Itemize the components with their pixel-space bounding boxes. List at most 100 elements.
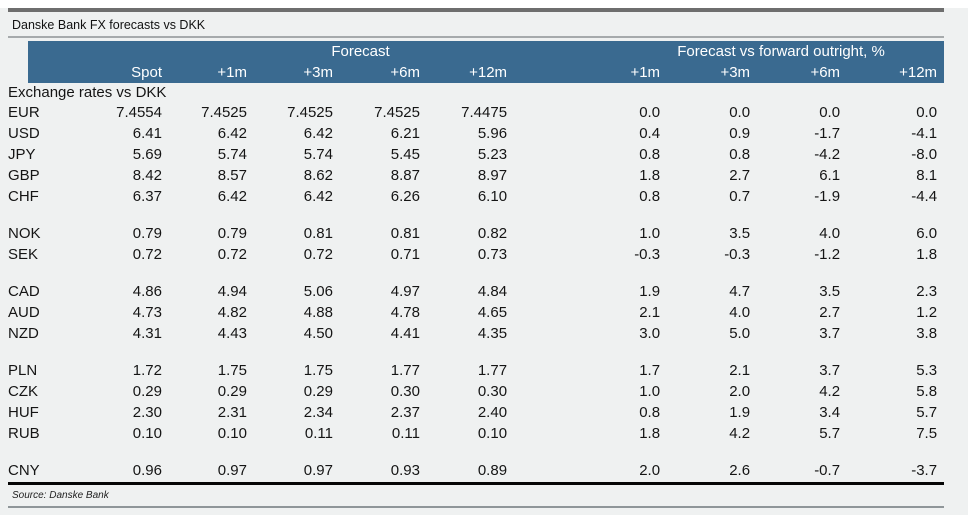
value-cell: 3.8 — [916, 325, 938, 342]
value-cell: 6.41 — [132, 125, 162, 142]
currency-cell: RUB — [8, 425, 40, 442]
value-cell: 6.26 — [390, 188, 420, 205]
value-cell: 2.37 — [390, 404, 420, 421]
value-cell: 0.30 — [390, 383, 420, 400]
value-cell: 4.97 — [390, 283, 420, 300]
value-cell: 4.2 — [729, 425, 751, 442]
value-cell: 8.62 — [303, 167, 333, 184]
value-cell: 0.0 — [729, 104, 751, 121]
column-header-spot: Spot — [80, 62, 162, 83]
value-cell: 0.10 — [132, 425, 162, 442]
value-cell: 0.79 — [132, 225, 162, 242]
top-accent-bar — [8, 8, 944, 12]
value-cell: 0.72 — [303, 246, 333, 263]
value-cell: 0.73 — [477, 246, 508, 263]
value-cell: 8.97 — [477, 167, 508, 184]
value-cell: 1.0 — [639, 225, 661, 242]
fx-forecast-table: Forecast Forecast vs forward outright, %… — [8, 41, 945, 481]
value-cell: 3.0 — [639, 325, 661, 342]
value-cell: 2.7 — [729, 167, 751, 184]
value-cell: 0.10 — [217, 425, 247, 442]
separator-row — [8, 265, 944, 281]
separator-row — [8, 444, 944, 460]
group-header-forecast-vs-forward: Forecast vs forward outright, % — [507, 41, 945, 62]
value-cell: 0.8 — [639, 188, 661, 205]
value-cell: 3.4 — [819, 404, 841, 421]
value-cell: -8.0 — [911, 146, 938, 163]
table-row: CNY 0.96 0.97 0.97 0.93 0.89 2.0 2.6 -0.7 -3.7 — [8, 460, 944, 481]
value-cell: 6.37 — [132, 188, 162, 205]
value-cell: 4.73 — [132, 304, 162, 321]
currency-cell: CAD — [8, 283, 40, 300]
column-header-3m: +3m — [247, 62, 333, 83]
document-page: Danske Bank FX forecasts vs DKK Forecast… — [0, 8, 968, 515]
value-cell: 8.1 — [916, 167, 938, 184]
value-cell: 0.82 — [477, 225, 508, 242]
value-cell: 2.1 — [729, 362, 751, 379]
table-row: GBP 8.42 8.57 8.62 8.87 8.97 1.8 2.7 6.1 8.1 — [8, 165, 944, 186]
value-cell: 0.8 — [729, 146, 751, 163]
column-header-row: Spot +1m +3m +6m +12m +1m +3m +6m +12m — [8, 62, 945, 83]
table-row: RUB 0.10 0.10 0.11 0.11 0.10 1.8 4.2 5.7 7.5 — [8, 423, 944, 444]
column-header-12m: +12m — [420, 62, 508, 83]
group-header-row: Forecast Forecast vs forward outright, % — [8, 41, 945, 62]
value-cell: 0.79 — [217, 225, 247, 242]
value-cell: -1.7 — [814, 125, 841, 142]
value-cell: 0.0 — [639, 104, 661, 121]
value-cell: 1.8 — [639, 425, 661, 442]
value-cell: 5.3 — [916, 362, 938, 379]
value-cell: -4.4 — [911, 188, 938, 205]
value-cell: 0.97 — [217, 462, 247, 479]
column-header-1m: +1m — [162, 62, 247, 83]
value-cell: -3.7 — [911, 462, 938, 479]
value-cell: 7.4475 — [461, 104, 508, 121]
value-cell: 0.96 — [132, 462, 162, 479]
value-cell: 1.77 — [477, 362, 508, 379]
value-cell: 1.2 — [916, 304, 938, 321]
value-cell: -1.2 — [814, 246, 841, 263]
value-cell: 4.78 — [390, 304, 420, 321]
value-cell: 0.11 — [391, 425, 420, 442]
separator-row — [8, 344, 944, 360]
value-cell: 2.40 — [477, 404, 508, 421]
value-cell: 5.7 — [819, 425, 841, 442]
value-cell: 0.81 — [303, 225, 333, 242]
value-cell: 8.57 — [217, 167, 247, 184]
value-cell: 5.69 — [132, 146, 162, 163]
table-bottom-rule — [8, 482, 944, 485]
column-header-fwd-12m: +12m — [840, 62, 945, 83]
value-cell: 4.0 — [729, 304, 751, 321]
value-cell: 8.42 — [132, 167, 162, 184]
value-cell: 2.7 — [819, 304, 841, 321]
value-cell: 0.93 — [390, 462, 420, 479]
value-cell: 4.41 — [390, 325, 420, 342]
value-cell: 0.9 — [729, 125, 751, 142]
currency-cell: CNY — [8, 462, 40, 479]
currency-cell: CHF — [8, 188, 39, 205]
value-cell: 0.30 — [477, 383, 508, 400]
column-header-fwd-6m: +6m — [750, 62, 841, 83]
value-cell: 4.94 — [217, 283, 247, 300]
section-row: Exchange rates vs DKK — [8, 83, 944, 102]
value-cell: 0.0 — [916, 104, 938, 121]
table-body: Exchange rates vs DKK EUR 7.4554 7.4525 7.4… — [8, 83, 944, 481]
value-cell: 7.4525 — [374, 104, 420, 121]
value-cell: 2.0 — [729, 383, 751, 400]
value-cell: 1.77 — [390, 362, 420, 379]
table-row: CAD 4.86 4.94 5.06 4.97 4.84 1.9 4.7 3.5 2.3 — [8, 281, 944, 302]
value-cell: 0.71 — [390, 246, 420, 263]
value-cell: 8.87 — [390, 167, 420, 184]
value-cell: 1.9 — [729, 404, 751, 421]
separator-row — [8, 207, 944, 223]
value-cell: 4.86 — [132, 283, 162, 300]
value-cell: 6.10 — [477, 188, 508, 205]
table-row: PLN 1.72 1.75 1.75 1.77 1.77 1.7 2.1 3.7 5.3 — [8, 360, 944, 381]
value-cell: 3.7 — [819, 362, 841, 379]
group-header-spacer — [8, 41, 162, 62]
value-cell: 2.34 — [303, 404, 333, 421]
value-cell: 1.75 — [303, 362, 333, 379]
value-cell: 4.82 — [217, 304, 247, 321]
value-cell: 5.8 — [916, 383, 938, 400]
value-cell: 3.5 — [819, 283, 841, 300]
value-cell: 7.4525 — [201, 104, 247, 121]
